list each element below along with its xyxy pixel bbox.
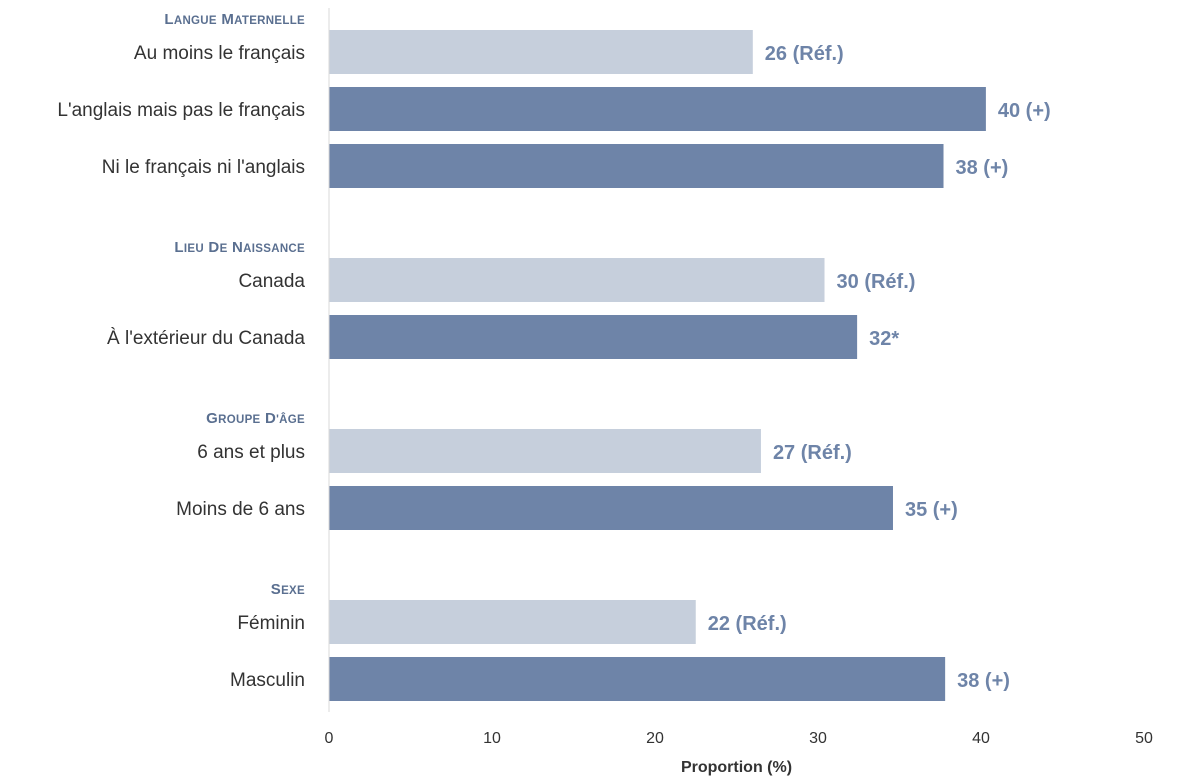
data-label: 26 (Réf.) — [765, 43, 844, 65]
x-tick-label: 20 — [646, 730, 664, 747]
data-label: 22 (Réf.) — [708, 613, 787, 635]
x-tick-label: 10 — [483, 730, 501, 747]
category-label: Canada — [238, 271, 305, 292]
bar — [329, 600, 696, 644]
category-label: 6 ans et plus — [197, 442, 305, 463]
x-tick-label: 0 — [325, 730, 334, 747]
category-label: Féminin — [237, 613, 305, 634]
category-label: Moins de 6 ans — [176, 499, 305, 520]
group-label: LANGUE MATERNELLE — [164, 11, 305, 28]
data-label: 38 (+) — [956, 157, 1009, 179]
data-label: 32* — [869, 328, 899, 350]
data-label: 27 (Réf.) — [773, 442, 852, 464]
category-label: L'anglais mais pas le français — [57, 100, 305, 121]
bar — [329, 30, 753, 74]
group-label: GROUPE D'ÂGE — [206, 410, 305, 427]
data-label: 40 (+) — [998, 100, 1051, 122]
data-label: 30 (Réf.) — [837, 271, 916, 293]
category-label: Masculin — [230, 670, 305, 691]
group-label: SEXE — [271, 581, 305, 598]
bar — [329, 486, 893, 530]
bar — [329, 429, 761, 473]
x-tick-label: 30 — [809, 730, 827, 747]
x-tick-label: 50 — [1135, 730, 1153, 747]
plot-area: LANGUE MATERNELLE Au moins le français 26 … — [57, 11, 1153, 747]
group-label: LIEU DE NAISSANCE — [174, 239, 305, 256]
category-label: Au moins le français — [134, 43, 305, 64]
data-label: 38 (+) — [957, 670, 1010, 692]
bar — [329, 258, 825, 302]
category-label: À l'extérieur du Canada — [107, 328, 305, 349]
bar — [329, 657, 946, 701]
x-tick-label: 40 — [972, 730, 990, 747]
bar — [329, 87, 986, 131]
x-axis-title: Proportion (%) — [681, 759, 792, 776]
bar — [329, 315, 858, 359]
data-label: 35 (+) — [905, 499, 958, 521]
category-label: Ni le français ni l'anglais — [102, 157, 305, 178]
bar — [329, 144, 944, 188]
